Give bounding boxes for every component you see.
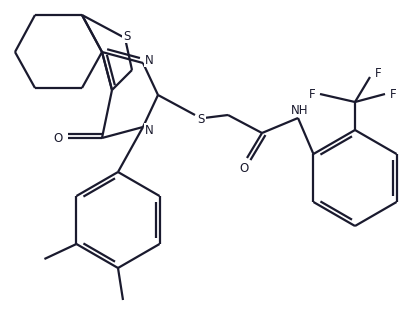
Text: F: F bbox=[309, 88, 315, 100]
Text: F: F bbox=[390, 88, 396, 100]
Text: NH: NH bbox=[291, 103, 309, 117]
Text: O: O bbox=[239, 162, 249, 174]
Text: F: F bbox=[375, 67, 381, 79]
Text: N: N bbox=[145, 123, 154, 137]
Text: S: S bbox=[123, 29, 131, 43]
Text: O: O bbox=[53, 131, 63, 144]
Text: N: N bbox=[145, 54, 154, 67]
Text: S: S bbox=[197, 112, 205, 126]
